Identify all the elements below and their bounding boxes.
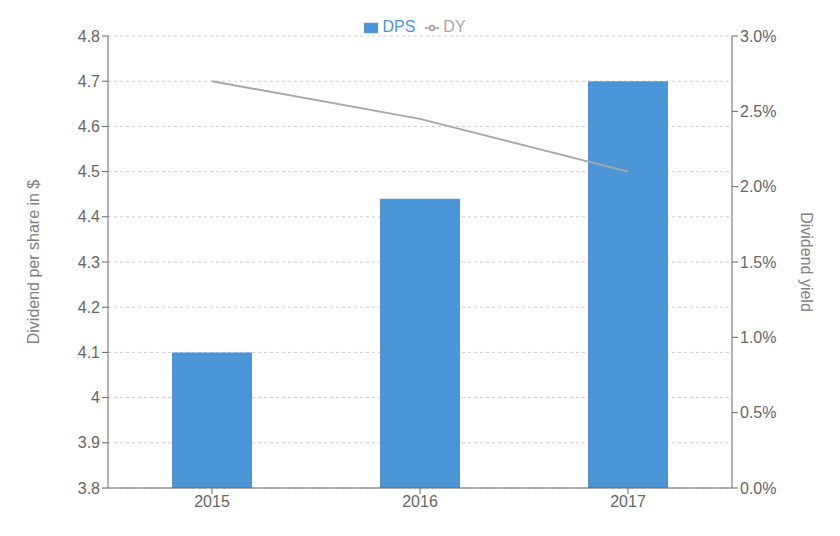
svg-text:0.5%: 0.5% (740, 404, 776, 421)
svg-text:2.0%: 2.0% (740, 178, 776, 195)
svg-text:3.8: 3.8 (78, 480, 100, 497)
html-text:DPS: DPS (382, 18, 416, 35)
svg-text:4.6: 4.6 (78, 118, 100, 135)
svg-text:4.4: 4.4 (78, 208, 100, 225)
svg-text:4.2: 4.2 (78, 299, 100, 316)
svg-text:4.3: 4.3 (78, 254, 100, 271)
html-text:DY: DY (443, 18, 466, 35)
svg-text:4.8: 4.8 (78, 28, 100, 45)
svg-text:2015: 2015 (194, 493, 230, 510)
svg-text:4.5: 4.5 (78, 163, 100, 180)
svg-text:4.7: 4.7 (78, 73, 100, 90)
svg-text:1.0%: 1.0% (740, 329, 776, 346)
svg-text:4: 4 (91, 389, 100, 406)
svg-text:Dividend yield: Dividend yield (798, 212, 815, 312)
svg-text:4.1: 4.1 (78, 344, 100, 361)
svg-text:Dividend per share in $: Dividend per share in $ (25, 180, 42, 345)
svg-text:2017: 2017 (610, 493, 646, 510)
svg-text:2016: 2016 (402, 493, 438, 510)
svg-text:3.0%: 3.0% (740, 28, 776, 45)
svg-text:1.5%: 1.5% (740, 254, 776, 271)
svg-text:2.5%: 2.5% (740, 103, 776, 120)
svg-text:0.0%: 0.0% (740, 480, 776, 497)
svg-text:3.9: 3.9 (78, 434, 100, 451)
